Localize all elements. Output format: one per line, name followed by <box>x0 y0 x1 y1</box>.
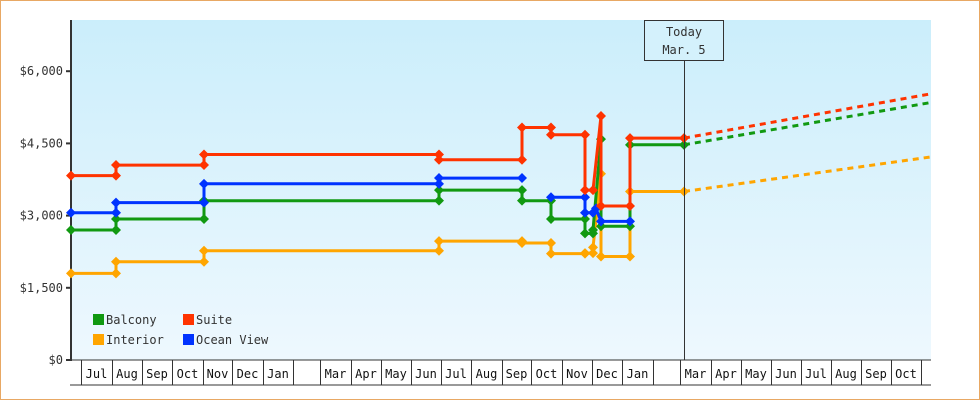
y-tick-label: $6,000 <box>20 64 63 78</box>
x-month-label: Oct <box>895 367 917 381</box>
x-month-label: Mar <box>325 367 347 381</box>
legend-swatch <box>183 314 194 325</box>
y-tick-label: $3,000 <box>20 209 63 223</box>
x-month-label: Sep <box>146 367 168 381</box>
y-axis: $0 $1,500 $3,000 $4,500 $6,000 <box>20 20 72 367</box>
x-month-label: Aug <box>476 367 498 381</box>
x-month-label: Dec <box>596 367 618 381</box>
legend-swatch <box>183 334 194 345</box>
legend-label: Balcony <box>106 313 157 327</box>
y-tick-label: $0 <box>49 353 63 367</box>
x-month-label: Nov <box>566 367 588 381</box>
x-month-label: Dec <box>237 367 259 381</box>
x-month-label: Aug <box>116 367 138 381</box>
legend-label: Interior <box>106 333 164 347</box>
x-month-label: Jul <box>86 367 108 381</box>
x-month-label: Sep <box>865 367 887 381</box>
x-month-label: Nov <box>207 367 229 381</box>
x-month-label: Apr <box>715 367 737 381</box>
y-tick-label: $4,500 <box>20 136 63 150</box>
x-month-label: Jun <box>775 367 797 381</box>
legend-swatch <box>93 314 104 325</box>
x-month-label: Mar <box>685 367 707 381</box>
x-month-label: Aug <box>835 367 857 381</box>
x-month-label: May <box>745 367 767 381</box>
x-month-label: Jun <box>415 367 437 381</box>
legend-swatch <box>93 334 104 345</box>
y-tick-label: $1,500 <box>20 281 63 295</box>
x-month-label: Oct <box>536 367 558 381</box>
legend-label: Ocean View <box>196 333 269 347</box>
series-lines <box>66 92 932 279</box>
x-month-label: Jul <box>445 367 467 381</box>
x-month-label: Oct <box>177 367 199 381</box>
x-month-label: May <box>385 367 407 381</box>
x-month-label: Sep <box>506 367 528 381</box>
x-month-label: Apr <box>355 367 377 381</box>
x-axis: Jul Aug Sep Oct Nov Dec Jan Mar Apr May Jun Jul Aug S… <box>70 359 931 386</box>
legend: Balcony Suite Interior Ocean View <box>93 313 269 347</box>
today-date: Mar. 5 <box>662 43 705 57</box>
today-label: Today <box>666 25 702 39</box>
legend-label: Suite <box>196 313 232 327</box>
x-month-label: Jan <box>267 367 289 381</box>
x-month-label: Jan <box>627 367 649 381</box>
x-month-label: Jul <box>805 367 827 381</box>
today-marker: Today Mar. 5 <box>644 20 724 360</box>
